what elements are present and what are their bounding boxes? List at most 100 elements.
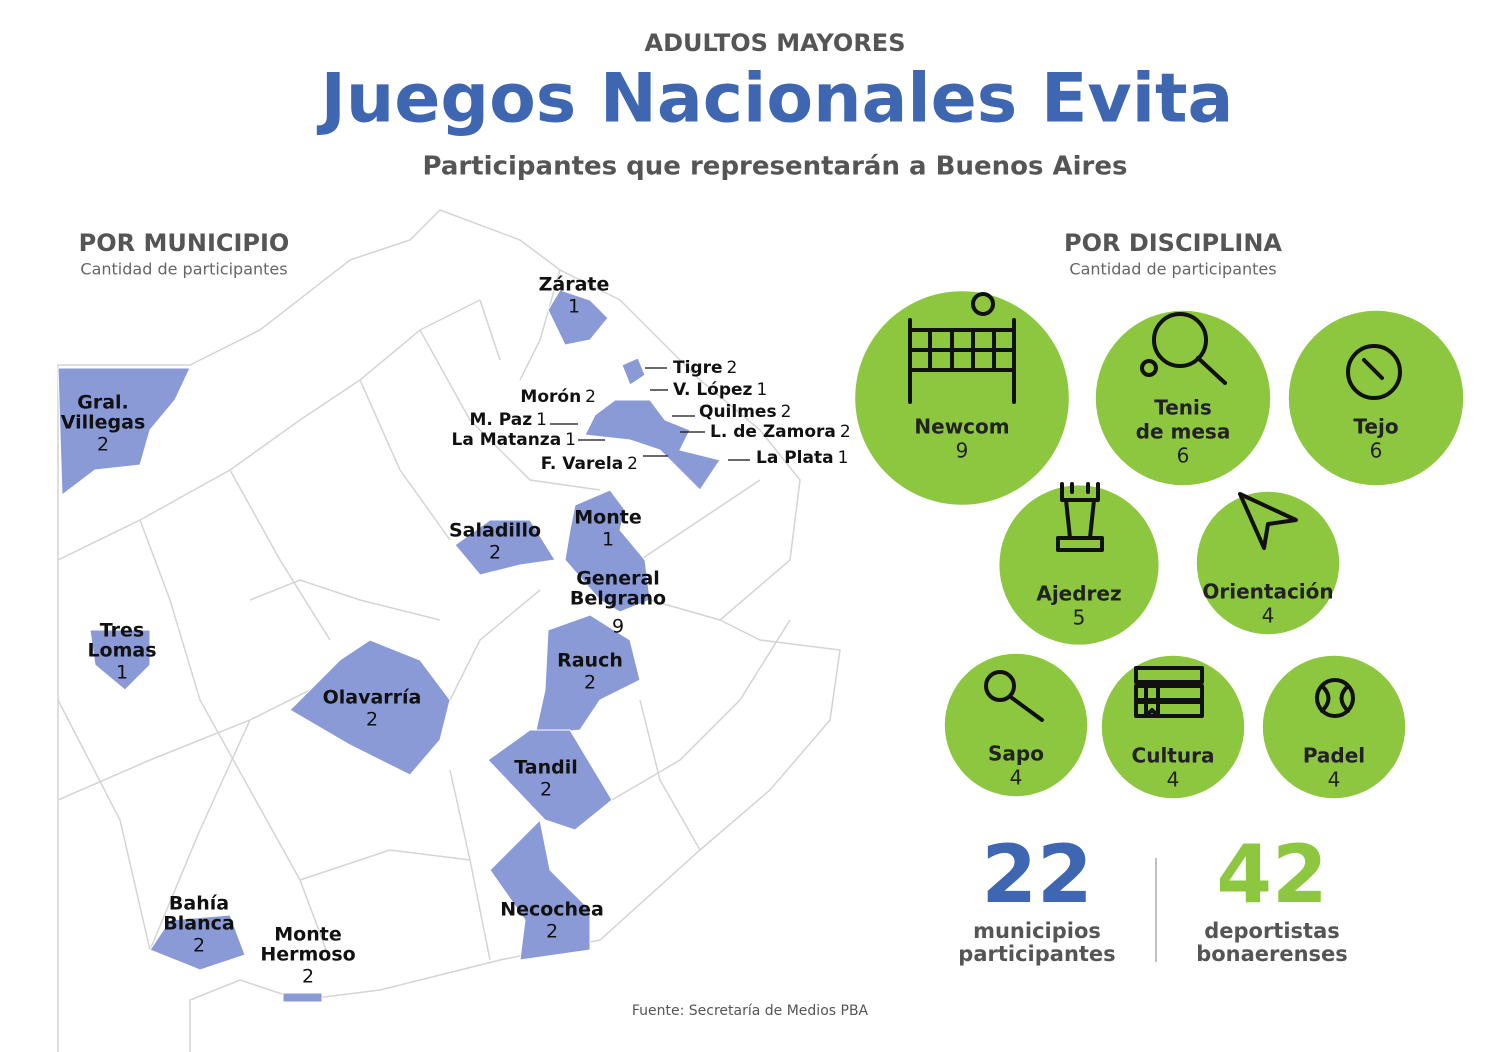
region [547,289,609,346]
municipio-label: L. de Zamora 2 [710,422,851,442]
municipio-value: 2 [840,422,851,442]
municipio-label: M. Paz 1 [470,410,548,430]
municipio-name: Monte [274,924,341,946]
partido-lines [57,269,791,961]
municipio-value: 2 [193,935,205,957]
municipio-name: Blanca [163,913,234,935]
map [57,209,841,1052]
section-title: POR DISCIPLINA [1064,229,1282,257]
discipline-circle [1196,491,1340,635]
municipio-name: Morón [520,387,581,407]
discipline-circle [1262,655,1406,799]
discipline-name: Cultura [1132,744,1215,768]
municipio-name: L. de Zamora [710,422,836,442]
municipio-label: La Plata 1 [756,448,848,468]
discipline-value: 9 [956,439,969,463]
municipio-name: Villegas [61,412,146,434]
total-label: bonaerenses [1196,942,1348,966]
municipio-name: Necochea [500,899,604,921]
discipline-circle [944,653,1088,797]
municipio-name: Tres [100,620,144,642]
municipio-label: La Matanza 1 [451,430,576,450]
municipio-value: 2 [489,542,501,564]
municipio-name: Rauch [557,650,623,672]
region [564,489,651,613]
discipline-name: Sapo [988,742,1044,766]
total-label: deportistas [1204,919,1340,943]
total-label: municipios [973,919,1101,943]
municipio-label: Quilmes 2 [699,402,791,422]
region [584,399,721,491]
municipio-value: 2 [585,387,596,407]
arrow-icon [1238,492,1298,550]
region [57,367,191,496]
municipio-label: F. Varela 2 [541,454,638,474]
discipline-value: 6 [1370,439,1383,463]
search-icon [984,670,1044,722]
municipio-name: Quilmes [699,402,777,422]
total-value: 42 [1216,828,1327,921]
region [487,729,613,831]
region [149,914,246,971]
total-label: participantes [958,942,1115,966]
municipio-value: 1 [568,296,580,318]
municipio-value: 2 [627,454,638,474]
section-subtitle: Cantidad de participantes [80,260,287,279]
region [454,519,556,576]
region [534,614,641,736]
discipline-value: 4 [1010,766,1023,790]
municipio-name: Zárate [539,274,610,296]
region [489,818,591,961]
municipio-name: V. López [673,380,753,400]
municipio-name: M. Paz [470,410,533,430]
region [282,992,323,1003]
municipio-name: Monte [574,507,641,529]
municipio-value: 2 [584,672,596,694]
tejo-icon [1346,344,1402,400]
municipio-name: La Plata [756,448,834,468]
discipline-value: 4 [1328,768,1341,792]
municipio-name: Gral. [77,392,129,414]
icons [908,292,1402,722]
municipio-name: La Matanza [451,430,561,450]
municipio-name: General [576,568,660,590]
region [89,629,151,691]
municipio-label: Tigre 2 [673,358,737,378]
municipio-name: Tigre [673,358,723,378]
municipio-name: F. Varela [541,454,623,474]
region [621,357,646,386]
municipio-name: Bahía [169,893,229,915]
municipio-name: Saladillo [449,520,541,542]
discipline-circle [999,485,1159,645]
municipio-value: 2 [366,709,378,731]
municipio-name: Olavarría [323,687,422,709]
municipio-value: 2 [540,779,552,801]
municipio-value: 2 [97,434,109,456]
municipio-label: V. López 1 [673,380,767,400]
section-title: POR MUNICIPIO [79,229,290,257]
books-icon [1134,666,1204,718]
discipline-name: Padel [1303,744,1365,768]
section-subtitle: Cantidad de participantes [1069,260,1276,279]
discipline-name: Orientación [1202,580,1333,604]
ball-icon [1315,678,1355,718]
discipline-value: 4 [1167,768,1180,792]
municipio-value: 2 [781,402,792,422]
source: Fuente: Secretaría de Medios PBA [632,1003,869,1019]
municipio-value: 1 [565,430,576,450]
title: Juegos Nacionales Evita [317,60,1234,139]
municipio-value: 1 [536,410,547,430]
discipline-value: 6 [1177,444,1190,468]
municipio-value: 1 [602,529,614,551]
municipio-value: 2 [727,358,738,378]
discipline-value: 4 [1262,604,1275,628]
region [289,639,451,776]
subtitle: Participantes que representarán a Buenos… [423,152,1128,182]
municipio-name: Tandil [514,757,578,779]
discipline-name: Tenis [1154,396,1212,420]
municipio-name: Hermoso [260,944,355,966]
discipline-name: Newcom [914,415,1009,439]
province-outline [57,209,841,1052]
discipline-name: de mesa [1136,420,1231,444]
discipline-name: Tejo [1353,415,1398,439]
